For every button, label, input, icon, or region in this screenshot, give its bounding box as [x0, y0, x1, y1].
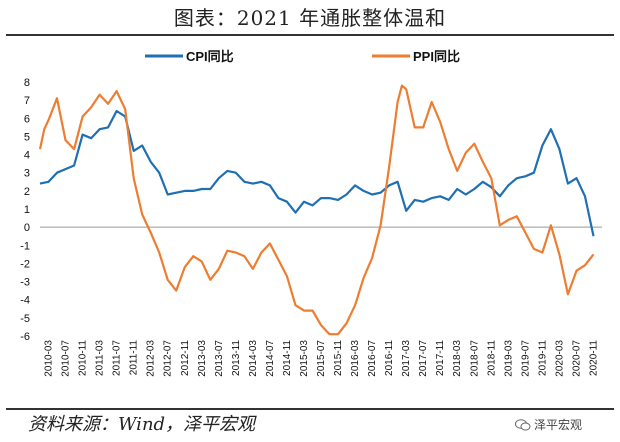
- y-tick-label: 4: [24, 150, 30, 162]
- source-note: 资料来源：Wind，泽平宏观: [28, 414, 256, 435]
- x-tick-label: 2011-11: [129, 340, 140, 376]
- x-tick-label: 2016-11: [384, 340, 395, 376]
- x-tick-label: 2017-11: [435, 340, 446, 376]
- x-tick-label: 2012-07: [163, 340, 174, 377]
- x-axis-ticks: 2010-03 2010-07 2010-11 2011-03 2011-07 2011-…: [44, 340, 600, 377]
- series-lines: [38, 84, 595, 336]
- x-tick-label: 2020-07: [571, 340, 582, 377]
- wechat-icon: [515, 418, 531, 430]
- x-tick-label: 2011-07: [112, 340, 123, 376]
- x-tick-label: 2020-11: [588, 340, 599, 376]
- y-tick-label: -6: [20, 331, 30, 343]
- y-tick-label: 5: [24, 131, 30, 143]
- x-tick-label: 2017-07: [418, 340, 429, 377]
- x-tick-label: 2019-11: [537, 340, 548, 376]
- legend: CPI同比 PPI同比: [145, 49, 460, 64]
- x-tick-label: 2014-07: [265, 340, 276, 377]
- y-tick-label: -4: [20, 295, 30, 307]
- cpi-series-line: [39, 109, 595, 237]
- x-tick-label: 2010-07: [61, 340, 72, 377]
- y-tick-label: 2: [24, 186, 30, 198]
- x-tick-label: 2019-03: [503, 340, 514, 377]
- legend-ppi-label: PPI同比: [413, 49, 460, 64]
- y-tick-label: 7: [24, 95, 30, 107]
- watermark-text: 泽平宏观: [534, 418, 583, 432]
- y-tick-label: 3: [24, 168, 30, 180]
- y-tick-label: 0: [24, 222, 30, 234]
- ppi-series-line: [38, 84, 595, 336]
- x-tick-label: 2011-03: [95, 340, 106, 376]
- x-tick-label: 2016-03: [350, 340, 361, 377]
- x-tick-label: 2014-11: [282, 340, 293, 376]
- chart-title: 图表：2021 年通胀整体温和: [173, 6, 447, 30]
- watermark: 泽平宏观: [515, 416, 582, 433]
- y-tick-label: -2: [20, 258, 30, 270]
- x-tick-label: 2015-03: [299, 340, 310, 377]
- y-tick-label: 1: [24, 204, 30, 216]
- y-tick-label: -5: [20, 313, 30, 325]
- x-tick-label: 2019-07: [520, 340, 531, 377]
- x-tick-label: 2018-11: [486, 340, 497, 376]
- x-tick-label: 2015-11: [333, 340, 344, 376]
- x-tick-label: 2018-07: [469, 340, 480, 377]
- x-tick-label: 2010-03: [44, 340, 55, 377]
- x-tick-label: 2013-11: [231, 340, 242, 376]
- x-tick-label: 2016-07: [367, 340, 378, 377]
- x-tick-label: 2013-07: [214, 340, 225, 377]
- source-rule: [6, 408, 614, 410]
- x-tick-label: 2013-03: [197, 340, 208, 377]
- y-tick-label: -3: [20, 277, 30, 289]
- x-tick-label: 2010-11: [78, 340, 89, 376]
- x-tick-label: 2012-03: [146, 340, 157, 377]
- x-tick-label: 2017-03: [401, 340, 412, 377]
- line-chart: CPI同比 PPI同比 8 7 6 5 4 3 2 1 0 -1 -2 -3 -4 -5 -6 2010-03…: [20, 49, 602, 377]
- title-rule: [6, 34, 614, 36]
- y-tick-label: 8: [24, 77, 30, 89]
- legend-cpi-label: CPI同比: [186, 49, 234, 64]
- x-tick-label: 2015-07: [316, 340, 327, 377]
- x-tick-label: 2020-03: [554, 340, 565, 377]
- y-tick-label: -1: [20, 240, 30, 252]
- x-tick-label: 2012-11: [180, 340, 191, 376]
- y-tick-label: 6: [24, 113, 30, 125]
- x-tick-label: 2018-03: [452, 340, 463, 377]
- y-axis-ticks: 8 7 6 5 4 3 2 1 0 -1 -2 -3 -4 -5 -6: [20, 77, 602, 343]
- x-tick-label: 2014-03: [248, 340, 259, 377]
